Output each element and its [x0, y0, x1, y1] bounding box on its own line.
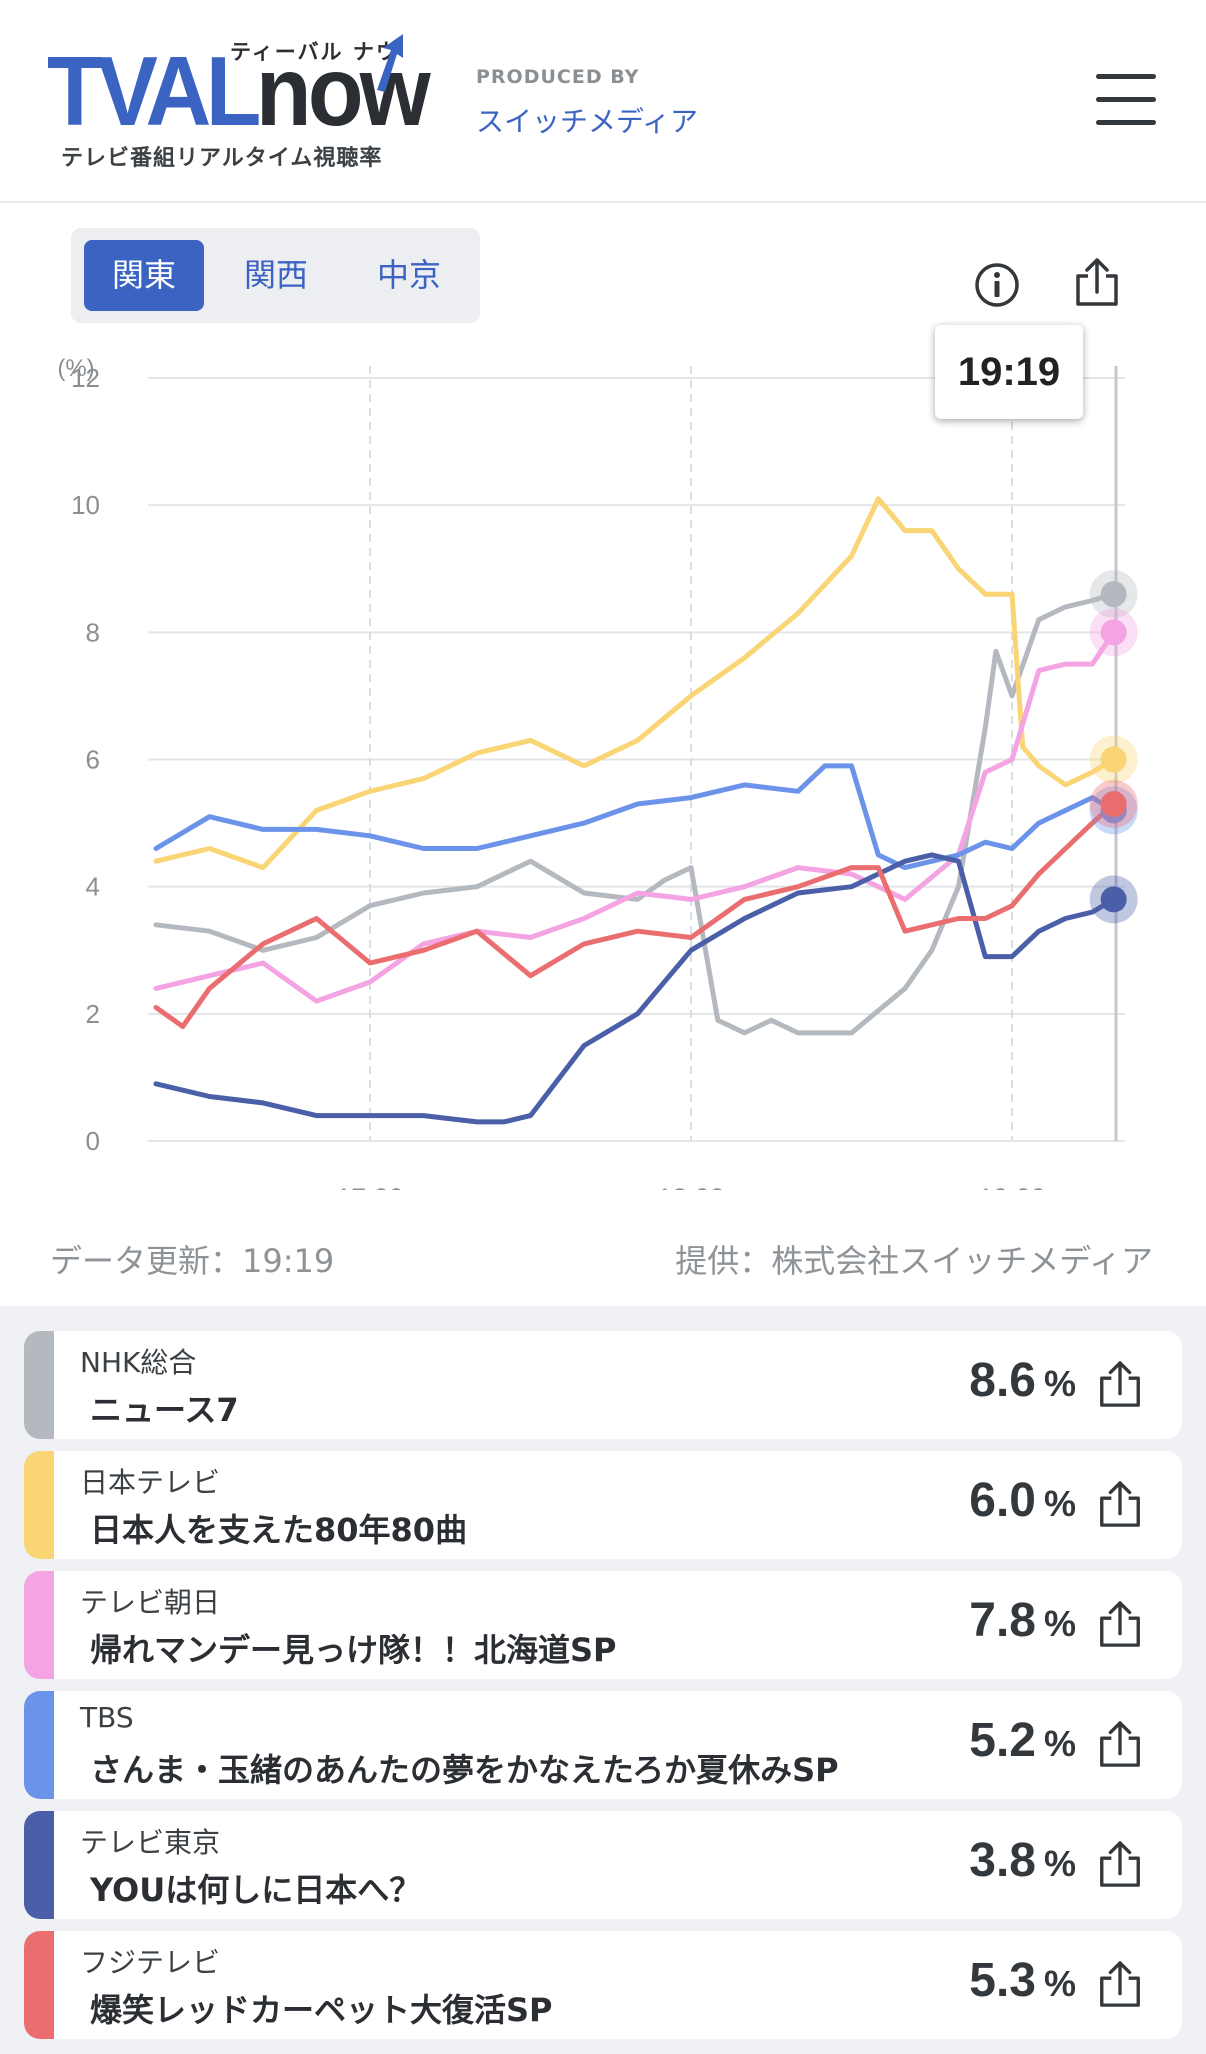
logo-subtitle: テレビ番組リアルタイム視聴率 — [61, 146, 383, 171]
rating-number: 5.3 — [969, 1954, 1036, 2007]
rating-number: 7.8 — [969, 1594, 1036, 1647]
y-tick-label: 6 — [86, 745, 100, 775]
y-tick-label: 12 — [71, 363, 100, 393]
rating-unit: % — [1043, 1603, 1076, 1644]
ratings-line-chart: 0 2 4 6 8 10 12(%) 17:00 18:00 19:00 — [57, 355, 1138, 1190]
program-title: 爆笑レッドカーペット大復活SP — [90, 1991, 553, 2029]
program-title: 日本人を支えた80年80曲 — [90, 1511, 468, 1549]
x-tick-label: 18:00 — [657, 1183, 725, 1190]
program-row[interactable]: テレビ東京 YOUは何しに日本へ？ 3.8% — [24, 1811, 1182, 1919]
series-line-4 — [153, 852, 1117, 1125]
rating-unit: % — [1043, 1843, 1076, 1884]
y-tick-label: 2 — [86, 999, 100, 1029]
series-marker-2 — [1100, 619, 1127, 646]
channel-color-bar — [24, 1451, 54, 1559]
logo-arrow-icon — [377, 34, 403, 92]
y-tick-label: 8 — [86, 617, 100, 647]
share-icon[interactable] — [1072, 256, 1122, 308]
rating-value: 8.6% — [969, 1353, 1076, 1408]
share-icon[interactable] — [1096, 1479, 1144, 1529]
share-icon[interactable] — [1096, 1959, 1144, 2009]
program-row[interactable]: NHK総合ニュース7 8.6% — [24, 1331, 1182, 1439]
y-axis-unit-label: (%) — [57, 355, 94, 382]
tvalnow-logo[interactable]: TVALnow ティーバル ナウ テレビ番組リアルタイム視聴率 — [47, 30, 431, 171]
series-line-3 — [153, 763, 1117, 871]
program-title: YOUは何しに日本へ？ — [90, 1871, 422, 1909]
rating-unit: % — [1043, 1963, 1076, 2004]
rating-number: 6.0 — [969, 1474, 1036, 1527]
share-icon[interactable] — [1096, 1359, 1144, 1409]
share-icon[interactable] — [1096, 1839, 1144, 1889]
share-icon[interactable] — [1096, 1719, 1144, 1769]
producer-name[interactable]: スイッチメディア — [476, 105, 699, 138]
program-title: 帰れマンデー見っけ隊！！北海道SP — [90, 1631, 617, 1669]
program-title: ニュース7 — [90, 1391, 239, 1429]
y-tick-label: 0 — [86, 1126, 100, 1156]
program-row[interactable]: フジテレビ爆笑レッドカーペット大復活SP 5.3% — [24, 1931, 1182, 2039]
rating-unit: % — [1043, 1483, 1076, 1524]
info-icon[interactable] — [974, 262, 1020, 308]
series-line-5 — [153, 801, 1117, 1029]
series-marker-1 — [1100, 746, 1127, 773]
program-title: さんま・玉緒のあんたの夢をかなえたろか夏休みSP — [90, 1751, 839, 1789]
rating-value: 7.8% — [969, 1593, 1076, 1648]
region-tabs: 関東 関西 中京 — [71, 228, 480, 323]
app-header: TVALnow ティーバル ナウ テレビ番組リアルタイム視聴率 PRODUCED… — [0, 0, 1206, 203]
rating-number: 8.6 — [969, 1354, 1036, 1407]
series-line-1 — [153, 496, 1117, 871]
series-marker-0 — [1100, 581, 1127, 608]
menu-icon[interactable] — [1096, 74, 1158, 126]
rating-value: 5.2% — [969, 1713, 1076, 1768]
tab-chukyo[interactable]: 中京 — [376, 256, 441, 294]
tab-kanto[interactable]: 関東 — [84, 240, 204, 311]
channel-name: フジテレビ — [80, 1946, 221, 1979]
rating-unit: % — [1043, 1363, 1076, 1404]
channel-name: 日本テレビ — [80, 1466, 221, 1499]
series-line-2 — [153, 629, 1117, 1004]
rating-number: 5.2 — [969, 1714, 1036, 1767]
series-marker-4 — [1100, 886, 1127, 913]
rating-number: 3.8 — [969, 1834, 1036, 1887]
channel-color-bar — [24, 1811, 54, 1919]
logo-kana: ティーバル ナウ — [230, 40, 399, 64]
channel-name: TBS — [80, 1701, 134, 1734]
rating-value: 6.0% — [969, 1473, 1076, 1528]
x-tick-label: 19:00 — [978, 1183, 1046, 1190]
series-line-0 — [153, 591, 1117, 1036]
rating-unit: % — [1043, 1723, 1076, 1764]
channel-name: テレビ朝日 — [80, 1586, 221, 1619]
program-list: NHK総合 ニュース7 8.6% 日本テレビ 日本人を支えた80年80曲 6.0% テレビ朝… — [0, 1306, 1206, 2054]
y-tick-label: 10 — [71, 490, 100, 520]
channel-name: テレビ東京 — [80, 1826, 221, 1859]
share-icon[interactable] — [1096, 1599, 1144, 1649]
produced-by-label: PRODUCED BY — [476, 66, 640, 88]
data-provider-label: 提供：株式会社スイッチメディア — [675, 1242, 1153, 1280]
channel-color-bar — [24, 1931, 54, 2039]
program-row[interactable]: 日本テレビ日本人を支えた80年80曲 6.0% — [24, 1451, 1182, 1559]
rating-value: 5.3% — [969, 1953, 1076, 2008]
y-tick-label: 4 — [86, 872, 100, 902]
data-updated-label: データ更新：19:19 — [50, 1242, 335, 1280]
rating-value: 3.8% — [969, 1833, 1076, 1888]
channel-color-bar — [24, 1331, 54, 1439]
series-marker-5 — [1100, 791, 1127, 818]
channel-color-bar — [24, 1691, 54, 1799]
channel-color-bar — [24, 1571, 54, 1679]
channel-name: NHK総合 — [80, 1346, 197, 1379]
program-row[interactable]: TBS さんま・玉緒のあんたの夢をかなえたろか夏休みSP 5.2% — [24, 1691, 1182, 1799]
tab-kansai[interactable]: 関西 — [243, 256, 308, 294]
logo-wordmark: TVALnow — [47, 36, 431, 146]
program-row[interactable]: テレビ朝日帰れマンデー見っけ隊！！北海道SP 7.8% — [24, 1571, 1182, 1679]
time-tooltip: 19:19 — [935, 325, 1083, 419]
x-tick-label: 17:00 — [336, 1183, 404, 1190]
